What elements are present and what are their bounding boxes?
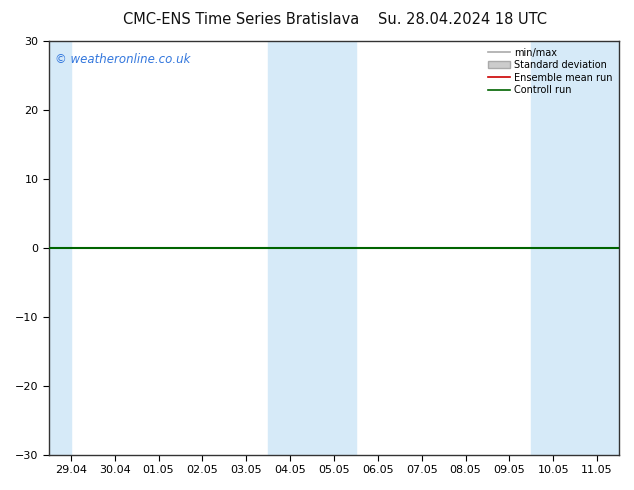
Text: Su. 28.04.2024 18 UTC: Su. 28.04.2024 18 UTC [378, 12, 547, 27]
Text: CMC-ENS Time Series Bratislava: CMC-ENS Time Series Bratislava [123, 12, 359, 27]
Bar [49, 41, 71, 455]
Bar [575, 41, 619, 455]
Legend: min/max, Standard deviation, Ensemble mean run, Controll run: min/max, Standard deviation, Ensemble me… [486, 46, 614, 97]
Text: © weatheronline.co.uk: © weatheronline.co.uk [55, 53, 190, 67]
Bar [312, 41, 356, 455]
Bar [268, 41, 312, 455]
Bar [531, 41, 575, 455]
